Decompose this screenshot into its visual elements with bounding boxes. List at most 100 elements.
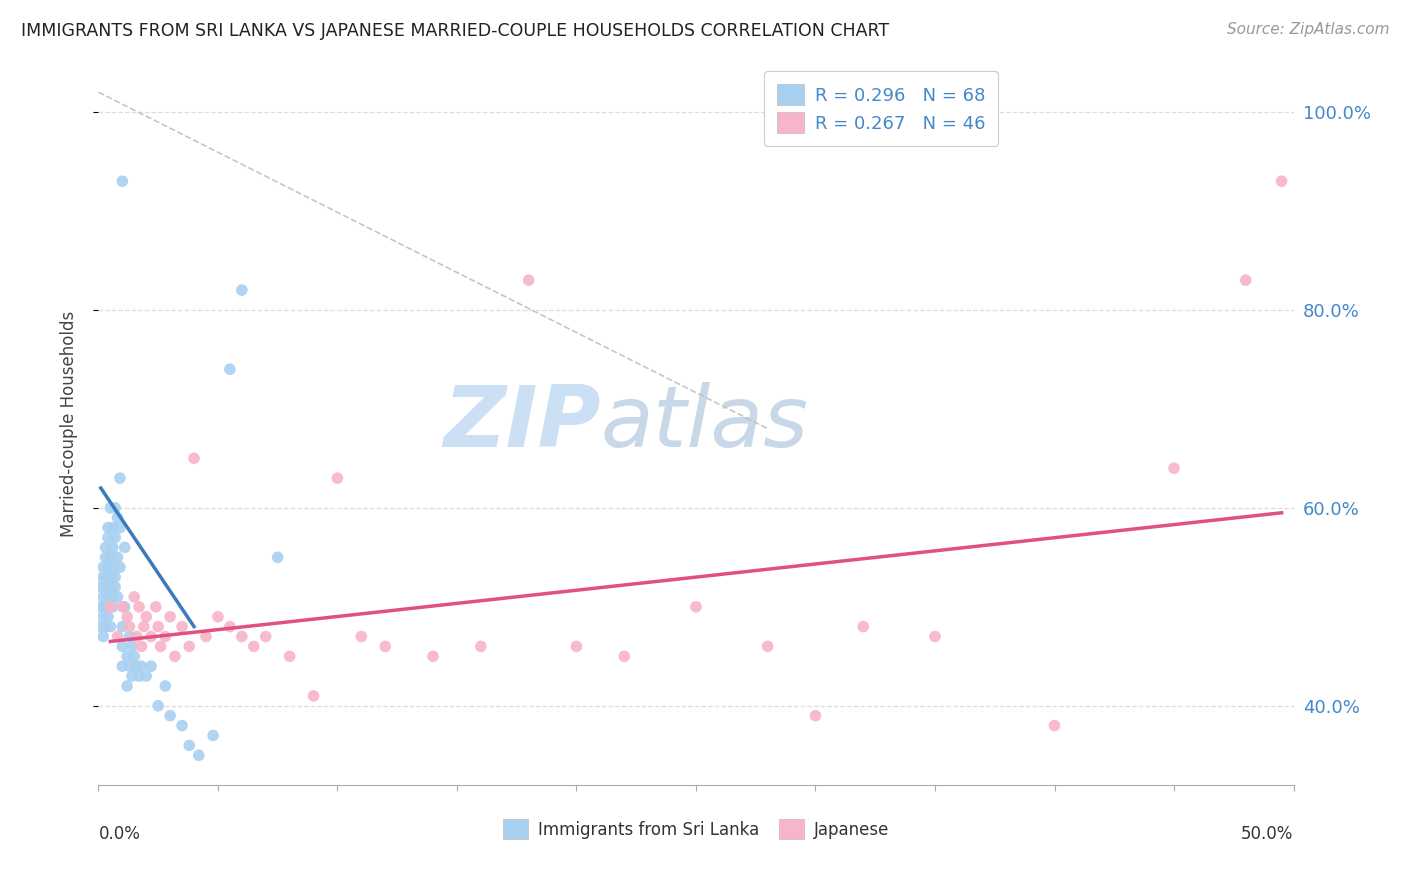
Point — [159, 609, 181, 624]
Point — [98, 619, 122, 633]
Point — [97, 590, 120, 604]
Point — [517, 273, 540, 287]
Point — [101, 590, 124, 604]
Point — [98, 570, 122, 584]
Legend: Immigrants from Sri Lanka, Japanese: Immigrants from Sri Lanka, Japanese — [496, 813, 896, 846]
Point — [101, 560, 124, 574]
Point — [101, 599, 124, 614]
Point — [108, 560, 131, 574]
Y-axis label: Married-couple Households: Married-couple Households — [59, 310, 77, 537]
Point — [104, 500, 127, 515]
Point — [91, 630, 114, 644]
Point — [107, 550, 129, 565]
Point — [111, 659, 134, 673]
Point — [107, 630, 129, 644]
Point — [101, 521, 124, 535]
Point — [195, 630, 218, 644]
Point — [104, 580, 127, 594]
Point — [159, 708, 181, 723]
Point — [756, 640, 779, 654]
Point — [91, 560, 114, 574]
Point — [267, 550, 290, 565]
Point — [1234, 273, 1257, 287]
Point — [118, 619, 141, 633]
Point — [132, 619, 155, 633]
Point — [924, 630, 946, 644]
Point — [148, 619, 170, 633]
Point — [121, 640, 143, 654]
Point — [115, 609, 138, 624]
Point — [125, 659, 148, 673]
Text: Source: ZipAtlas.com: Source: ZipAtlas.com — [1226, 22, 1389, 37]
Point — [804, 708, 827, 723]
Point — [1271, 174, 1294, 188]
Point — [94, 599, 117, 614]
Point — [114, 541, 136, 555]
Point — [131, 640, 153, 654]
Point — [135, 609, 157, 624]
Point — [172, 619, 194, 633]
Point — [852, 619, 875, 633]
Point — [118, 659, 141, 673]
Point — [98, 599, 122, 614]
Point — [172, 718, 194, 732]
Point — [613, 649, 636, 664]
Point — [104, 531, 127, 545]
Point — [243, 640, 266, 654]
Point — [90, 580, 112, 594]
Point — [97, 609, 120, 624]
Point — [97, 531, 120, 545]
Point — [128, 599, 150, 614]
Point — [207, 609, 229, 624]
Point — [565, 640, 588, 654]
Point — [1163, 461, 1185, 475]
Point — [101, 541, 124, 555]
Point — [183, 451, 205, 466]
Point — [179, 739, 201, 753]
Point — [111, 599, 134, 614]
Point — [94, 580, 117, 594]
Point — [470, 640, 492, 654]
Point — [97, 560, 120, 574]
Point — [124, 590, 146, 604]
Point — [1043, 718, 1066, 732]
Point — [91, 590, 114, 604]
Point — [111, 619, 134, 633]
Point — [219, 362, 242, 376]
Point — [91, 609, 114, 624]
Text: atlas: atlas — [600, 382, 808, 466]
Point — [107, 590, 129, 604]
Point — [94, 550, 117, 565]
Point — [114, 599, 136, 614]
Point — [98, 500, 122, 515]
Point — [90, 619, 112, 633]
Point — [128, 669, 150, 683]
Point — [422, 649, 444, 664]
Point — [163, 649, 186, 664]
Point — [145, 599, 167, 614]
Point — [685, 599, 707, 614]
Point — [179, 640, 201, 654]
Point — [278, 649, 301, 664]
Point — [98, 550, 122, 565]
Point — [98, 599, 122, 614]
Text: 50.0%: 50.0% — [1241, 825, 1294, 843]
Point — [94, 570, 117, 584]
Text: 0.0%: 0.0% — [98, 825, 141, 843]
Point — [94, 619, 117, 633]
Point — [135, 669, 157, 683]
Point — [104, 570, 127, 584]
Text: ZIP: ZIP — [443, 382, 600, 466]
Point — [302, 689, 325, 703]
Point — [118, 630, 141, 644]
Point — [94, 541, 117, 555]
Point — [98, 580, 122, 594]
Point — [91, 570, 114, 584]
Point — [131, 659, 153, 673]
Point — [155, 679, 177, 693]
Point — [149, 640, 172, 654]
Point — [124, 649, 146, 664]
Point — [155, 630, 177, 644]
Point — [121, 669, 143, 683]
Point — [254, 630, 277, 644]
